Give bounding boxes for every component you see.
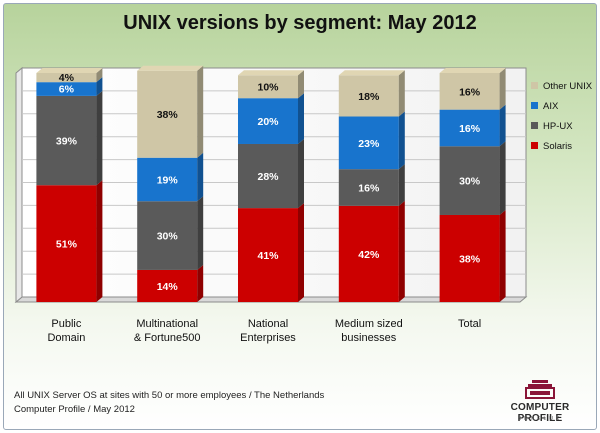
bar-side-aix-2 (298, 93, 304, 144)
bar-top-0 (36, 68, 103, 73)
data-label-other-unix-3: 18% (358, 91, 380, 103)
footer-note: All UNIX Server OS at sites with 50 or m… (14, 389, 324, 417)
data-label-aix-3: 23% (358, 138, 380, 150)
bar-other-unix-0 (36, 73, 97, 83)
bar-side-other-unix-3 (398, 70, 405, 117)
legend-label-other-unix: Other UNIX (543, 81, 593, 92)
bar-side-solaris-4 (499, 209, 506, 302)
bar-aix-3 (338, 116, 399, 170)
bar-aix-2 (238, 98, 298, 144)
chart-title: UNIX versions by segment: May 2012 (123, 12, 477, 34)
bar-side-other-unix-1 (197, 65, 204, 158)
logo-name: COMPUTER PROFILE (510, 402, 570, 424)
category-label-2: National Enterprises (240, 318, 296, 344)
bar-top-3 (338, 70, 405, 76)
bar-aix-1 (137, 157, 198, 202)
bar-aix-0 (36, 82, 97, 96)
logo-sub: BENELUX (517, 416, 563, 422)
data-label-aix-1: 19% (157, 174, 179, 186)
bar-side-hp-ux-1 (197, 196, 204, 270)
bar-side-solaris-3 (398, 200, 405, 302)
bars-group (36, 65, 506, 302)
bar-hp-ux-1 (137, 201, 198, 270)
data-label-aix-2: 20% (257, 116, 279, 128)
legend-label-hp-ux: HP-UX (543, 121, 573, 132)
bar-other-unix-2 (238, 75, 298, 99)
data-label-solaris-2: 41% (257, 250, 279, 262)
bar-other-unix-4 (439, 73, 500, 110)
data-label-solaris-3: 42% (358, 249, 380, 261)
bar-hp-ux-0 (36, 95, 97, 186)
legend: Other UNIX AIX HP-UX Solaris (531, 81, 593, 152)
data-label-other-unix-0: 4% (59, 72, 75, 84)
bar-other-unix-3 (338, 75, 399, 117)
data-label-solaris-1: 14% (157, 281, 179, 293)
bar-top-1 (137, 65, 204, 71)
bar-side-other-unix-4 (499, 68, 506, 110)
category-label-1: Multinational & Fortune500 (134, 318, 201, 344)
legend-label-solaris: Solaris (543, 141, 572, 152)
data-label-hp-ux-4: 30% (459, 176, 481, 188)
legend-label-aix: AIX (543, 101, 559, 112)
bar-aix-4 (439, 109, 500, 147)
bar-side-aix-0 (96, 77, 103, 96)
legend-swatch-hp-ux (531, 122, 538, 129)
data-label-aix-4: 16% (459, 123, 481, 135)
data-label-aix-0: 6% (59, 84, 75, 96)
bar-hp-ux-2 (238, 143, 298, 209)
bar-side-other-unix-0 (96, 68, 103, 83)
legend-swatch-other-unix (531, 82, 538, 89)
bar-solaris-2 (238, 208, 298, 302)
bar-solaris-0 (36, 185, 97, 302)
data-label-solaris-4: 38% (459, 253, 481, 265)
data-label-other-unix-2: 10% (257, 82, 279, 94)
footer-line-2: Computer Profile / May 2012 (14, 404, 135, 415)
bar-side-aix-4 (499, 104, 506, 147)
bar-solaris-4 (439, 214, 500, 302)
data-label-solaris-0: 51% (56, 239, 78, 251)
bar-solaris-3 (338, 205, 399, 302)
bar-top-2 (238, 70, 304, 76)
bar-side-solaris-2 (298, 203, 304, 302)
logo-mark-icon (525, 380, 555, 399)
bar-other-unix-1 (137, 70, 198, 158)
data-label-hp-ux-2: 28% (257, 171, 279, 183)
data-label-other-unix-4: 16% (459, 86, 481, 98)
category-label-4: Total (458, 318, 481, 330)
category-label-3: Medium sized businesses (335, 318, 403, 344)
bar-side-hp-ux-4 (499, 141, 506, 215)
bar-side-hp-ux-0 (96, 90, 103, 186)
data-label-hp-ux-0: 39% (56, 136, 78, 148)
category-labels-group: Public Domain Multinational & Fortune500 Nat… (47, 318, 481, 344)
bar-solaris-1 (137, 269, 198, 302)
bar-side-aix-1 (197, 152, 204, 202)
bar-hp-ux-4 (439, 146, 500, 215)
data-label-other-unix-1: 38% (157, 109, 179, 121)
bar-side-other-unix-2 (298, 70, 304, 99)
company-logo: COMPUTER PROFILE BENELUX (490, 376, 590, 426)
side-wall (15, 66, 23, 304)
bar-side-solaris-1 (197, 264, 204, 302)
category-label-0: Public Domain (47, 318, 85, 344)
footer-line-1: All UNIX Server OS at sites with 50 or m… (14, 390, 325, 401)
bar-side-hp-ux-2 (298, 138, 304, 209)
bar-side-hp-ux-3 (398, 164, 405, 206)
data-label-hp-ux-1: 30% (157, 231, 179, 243)
data-label-hp-ux-3: 16% (358, 183, 380, 195)
bar-side-solaris-0 (96, 180, 103, 302)
legend-swatch-aix (531, 102, 538, 109)
legend-swatch-solaris (531, 142, 538, 149)
bar-hp-ux-3 (338, 169, 399, 206)
bar-side-aix-3 (398, 111, 405, 170)
bar-top-4 (439, 68, 506, 73)
data-labels-group: 51% 39% 6%4% 14% 30% 19% 38% 41% 28% 20% 10% 42% 16%… (56, 72, 481, 293)
